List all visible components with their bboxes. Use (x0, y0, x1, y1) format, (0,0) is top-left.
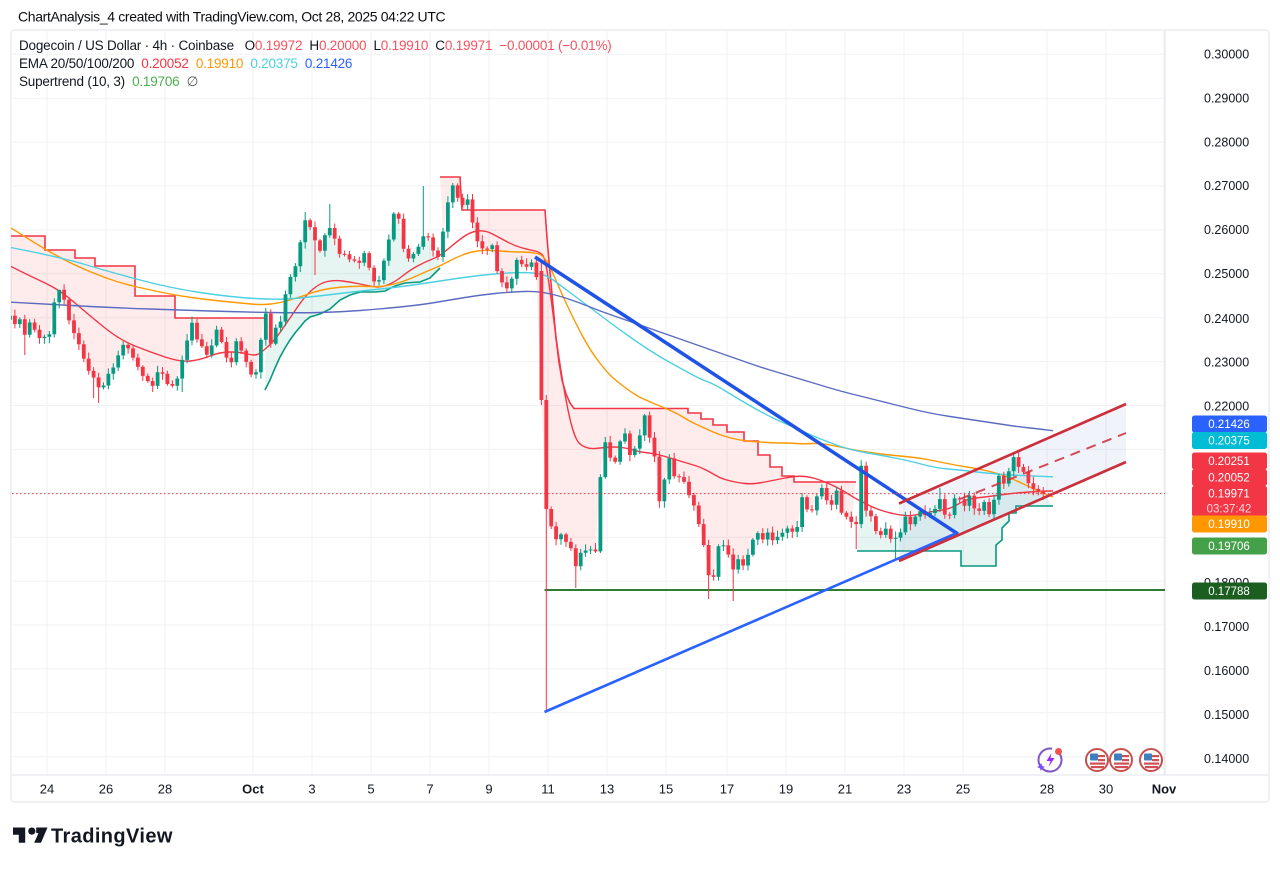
svg-text:0.19910: 0.19910 (1208, 519, 1250, 531)
svg-text:26: 26 (99, 782, 113, 797)
svg-text:5: 5 (367, 782, 374, 797)
svg-text:0.16000: 0.16000 (1204, 664, 1249, 678)
svg-text:0.20052: 0.20052 (1208, 473, 1250, 485)
svg-text:7: 7 (426, 782, 433, 797)
svg-text:0.15000: 0.15000 (1204, 708, 1249, 722)
svg-text:25: 25 (956, 782, 970, 797)
svg-text:0.20251: 0.20251 (1208, 456, 1250, 468)
svg-text:17: 17 (720, 782, 734, 797)
svg-text:0.17788: 0.17788 (1208, 586, 1250, 598)
svg-text:0.20375: 0.20375 (1208, 436, 1250, 448)
svg-text:03:37:42: 03:37:42 (1207, 504, 1252, 516)
svg-text:0.28000: 0.28000 (1204, 135, 1249, 149)
svg-text:Supertrend (10, 3) 0.19706 ∅: Supertrend (10, 3) 0.19706 ∅ (19, 74, 199, 89)
svg-text:9: 9 (485, 782, 492, 797)
svg-text:0.22000: 0.22000 (1204, 400, 1249, 414)
svg-text:21: 21 (838, 782, 852, 797)
svg-text:24: 24 (40, 782, 54, 797)
svg-text:0.25000: 0.25000 (1204, 267, 1249, 281)
svg-text:0.14000: 0.14000 (1204, 752, 1249, 766)
svg-text:28: 28 (1040, 782, 1054, 797)
svg-text:0.21426: 0.21426 (1208, 419, 1250, 431)
svg-text:23: 23 (897, 782, 911, 797)
svg-text:0.30000: 0.30000 (1204, 48, 1249, 62)
svg-text:13: 13 (600, 782, 614, 797)
svg-text:0.29000: 0.29000 (1204, 91, 1249, 105)
svg-text:Dogecoin / US Dollar · 4h · Co: Dogecoin / US Dollar · 4h · Coinbase O0.… (19, 38, 612, 53)
svg-text:ChartAnalysis_4 created with T: ChartAnalysis_4 created with TradingView… (18, 9, 446, 25)
svg-text:15: 15 (659, 782, 673, 797)
svg-text:11: 11 (541, 782, 555, 797)
svg-text:0.23000: 0.23000 (1204, 356, 1249, 370)
svg-text:0.19971: 0.19971 (1208, 489, 1250, 501)
svg-text:3: 3 (308, 782, 315, 797)
svg-text:0.19706: 0.19706 (1208, 541, 1250, 553)
svg-text:30: 30 (1099, 782, 1113, 797)
svg-text:19: 19 (779, 782, 793, 797)
svg-text:0.24000: 0.24000 (1204, 312, 1249, 326)
svg-text:28: 28 (158, 782, 172, 797)
svg-text:TradingView: TradingView (51, 826, 173, 848)
svg-text:0.26000: 0.26000 (1204, 223, 1249, 237)
svg-text:0.17000: 0.17000 (1204, 620, 1249, 634)
svg-text:0.27000: 0.27000 (1204, 179, 1249, 193)
svg-text:EMA 20/50/100/200 0.20052 0.: EMA 20/50/100/200 0.20052 0.19910 0.2037… (19, 56, 352, 71)
svg-text:Nov: Nov (1152, 782, 1177, 797)
svg-text:Oct: Oct (242, 782, 264, 797)
